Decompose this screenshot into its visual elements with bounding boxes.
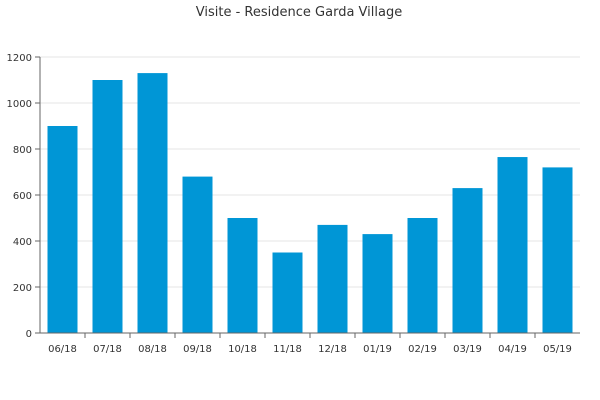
x-tick-label: 11/18 — [273, 344, 302, 355]
x-tick-label: 07/18 — [93, 344, 122, 355]
x-tick-label: 02/19 — [408, 344, 437, 355]
y-tick-label: 1000 — [7, 99, 32, 110]
bar — [182, 176, 213, 333]
bar — [137, 73, 168, 333]
y-tick-label: 600 — [13, 191, 32, 202]
grid — [40, 56, 580, 288]
y-tick-label: 400 — [13, 237, 32, 248]
x-tick-label: 10/18 — [228, 344, 257, 355]
bar — [407, 218, 438, 333]
x-tick-label: 09/18 — [183, 344, 212, 355]
bar — [227, 218, 258, 333]
bar — [452, 188, 483, 333]
x-tick-label: 03/19 — [453, 344, 482, 355]
y-axis-ticks: 0 200 400 600 800 1000 1200 — [7, 53, 40, 340]
bar — [272, 252, 303, 333]
x-tick-label: 04/19 — [498, 344, 527, 355]
y-tick-label: 1200 — [7, 53, 32, 64]
bar — [317, 224, 348, 333]
y-tick-label: 200 — [13, 283, 32, 294]
x-tick-label: 05/19 — [543, 344, 572, 355]
bar — [47, 126, 78, 333]
bar — [497, 157, 528, 333]
x-tick-label: 12/18 — [318, 344, 347, 355]
y-tick-label: 800 — [13, 145, 32, 156]
bars — [47, 73, 573, 333]
y-tick-label: 0 — [26, 329, 32, 340]
chart-title: Visite - Residence Garda Village — [196, 5, 402, 20]
x-tick-label: 08/18 — [138, 344, 167, 355]
x-axis-ticks: 06/18 07/18 08/18 09/18 10/18 11/18 12/18 01/19… — [48, 333, 572, 355]
bar — [362, 234, 393, 333]
x-tick-label: 01/19 — [363, 344, 392, 355]
bar — [542, 167, 573, 333]
x-tick-label: 06/18 — [48, 344, 77, 355]
bar — [92, 80, 123, 333]
